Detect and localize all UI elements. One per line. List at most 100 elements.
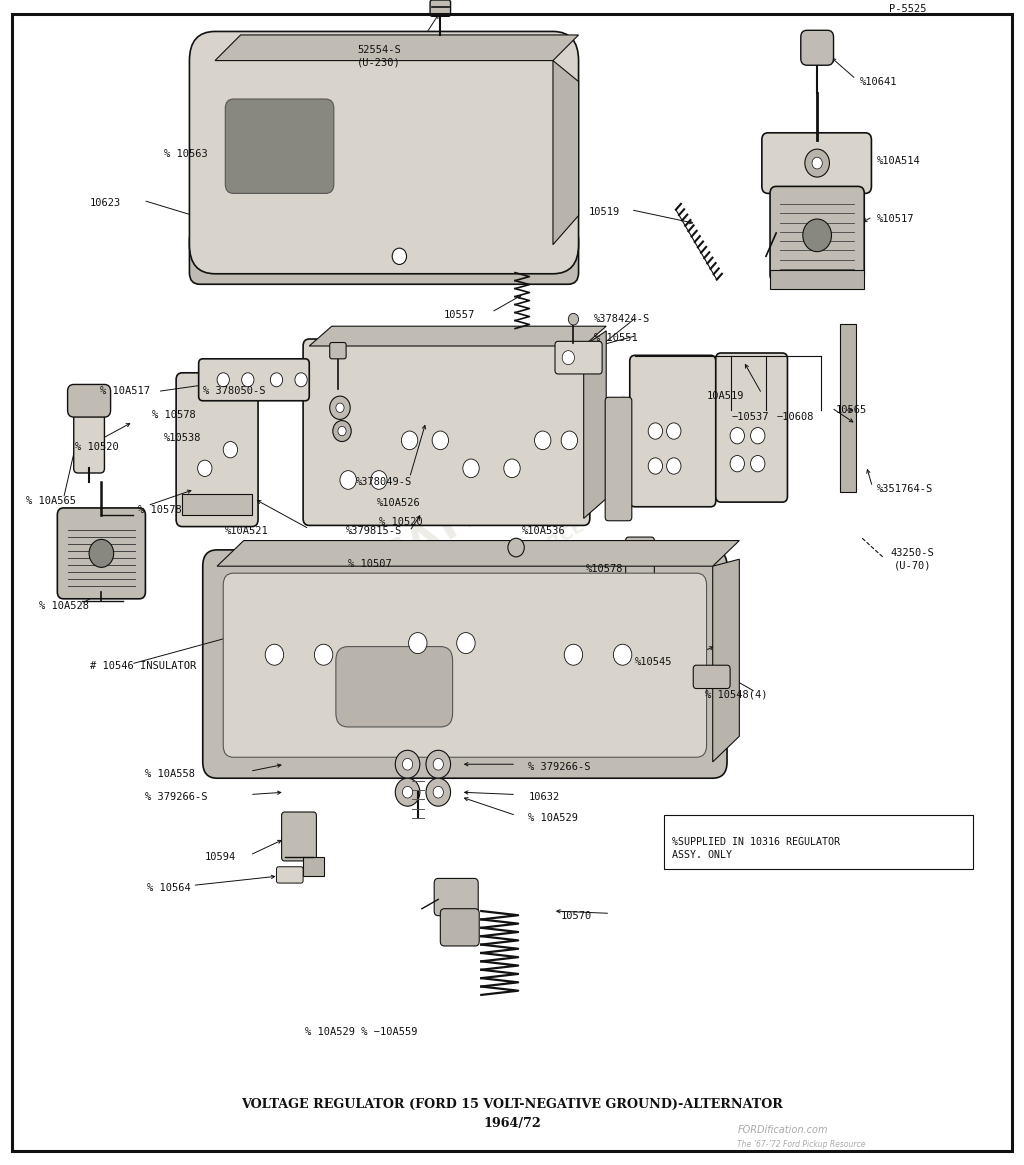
Bar [182, 494, 252, 515]
Circle shape [805, 149, 829, 177]
Circle shape [392, 248, 407, 264]
Text: 43250-S
(U-70): 43250-S (U-70) [891, 548, 935, 571]
Polygon shape [215, 35, 579, 61]
FancyBboxPatch shape [68, 384, 111, 417]
Text: % 10520: % 10520 [379, 517, 423, 527]
Text: % 10551: % 10551 [594, 333, 638, 343]
FancyBboxPatch shape [336, 647, 453, 727]
Bar [303, 857, 324, 876]
Text: P-5525: P-5525 [889, 5, 927, 14]
Text: %10578: %10578 [586, 564, 624, 573]
Text: % 10548(4): % 10548(4) [705, 690, 767, 699]
FancyBboxPatch shape [282, 812, 316, 861]
FancyBboxPatch shape [189, 228, 579, 284]
FancyBboxPatch shape [801, 30, 834, 65]
Text: The ’67-’72 Ford Pickup Resource: The ’67-’72 Ford Pickup Resource [737, 1139, 865, 1149]
FancyBboxPatch shape [626, 537, 654, 591]
Circle shape [667, 458, 681, 474]
Circle shape [223, 442, 238, 458]
FancyBboxPatch shape [770, 186, 864, 282]
FancyBboxPatch shape [74, 403, 104, 473]
Circle shape [648, 458, 663, 474]
Circle shape [432, 431, 449, 450]
Circle shape [265, 644, 284, 665]
Text: %SUPPLIED IN 10316 REGULATOR
ASSY. ONLY: %SUPPLIED IN 10316 REGULATOR ASSY. ONLY [672, 836, 840, 860]
FancyBboxPatch shape [225, 99, 334, 193]
Polygon shape [309, 326, 606, 346]
Text: %351764-S: %351764-S [877, 485, 933, 494]
Circle shape [270, 373, 283, 387]
Circle shape [751, 428, 765, 444]
Text: 52554-S
(U-230): 52554-S (U-230) [357, 44, 400, 68]
Text: 1964/72: 1964/72 [483, 1116, 541, 1130]
Circle shape [338, 426, 346, 436]
Text: %10517: %10517 [877, 214, 914, 224]
Circle shape [433, 786, 443, 798]
Text: 10570: 10570 [561, 911, 593, 920]
Text: FORDification.com: FORDification.com [737, 1125, 827, 1135]
Text: %10A526: %10A526 [377, 499, 421, 508]
FancyBboxPatch shape [434, 878, 478, 916]
FancyBboxPatch shape [555, 341, 602, 374]
Text: % 10507: % 10507 [348, 559, 392, 569]
Text: %10A514: %10A514 [877, 156, 921, 165]
Circle shape [613, 644, 632, 665]
Text: 10557: 10557 [443, 310, 475, 319]
Circle shape [330, 396, 350, 419]
Circle shape [217, 373, 229, 387]
FancyBboxPatch shape [716, 353, 787, 502]
FancyBboxPatch shape [276, 867, 303, 883]
Circle shape [198, 460, 212, 476]
Text: % 10563: % 10563 [164, 149, 208, 158]
Text: % 10A529 % −10A559: % 10A529 % −10A559 [305, 1028, 418, 1037]
Text: % 10578: % 10578 [138, 506, 182, 515]
Circle shape [568, 313, 579, 325]
Circle shape [395, 750, 420, 778]
Circle shape [463, 459, 479, 478]
Circle shape [667, 423, 681, 439]
Text: % 10A517: % 10A517 [100, 387, 151, 396]
Circle shape [730, 456, 744, 472]
Circle shape [561, 431, 578, 450]
Text: %10545: %10545 [635, 657, 673, 666]
Text: %10A536: %10A536 [522, 527, 566, 536]
FancyBboxPatch shape [189, 31, 579, 274]
Circle shape [648, 423, 663, 439]
Text: 10519: 10519 [589, 207, 621, 217]
Text: % 378050-S: % 378050-S [203, 387, 265, 396]
Text: 10565: 10565 [836, 405, 867, 415]
Text: %10641: %10641 [860, 77, 898, 86]
Circle shape [751, 456, 765, 472]
FancyBboxPatch shape [630, 355, 716, 507]
Circle shape [340, 471, 356, 489]
Circle shape [242, 373, 254, 387]
Circle shape [371, 471, 387, 489]
Text: % 379266-S: % 379266-S [528, 762, 591, 771]
Circle shape [457, 633, 475, 654]
FancyBboxPatch shape [693, 665, 730, 689]
Text: 10623: 10623 [90, 198, 122, 207]
FancyBboxPatch shape [440, 909, 479, 946]
FancyBboxPatch shape [176, 373, 258, 527]
Bar [770, 270, 864, 289]
Circle shape [426, 778, 451, 806]
Text: %378424-S: %378424-S [594, 315, 650, 324]
Polygon shape [217, 541, 739, 566]
Circle shape [433, 758, 443, 770]
Text: % 10A565: % 10A565 [26, 496, 76, 506]
Circle shape [395, 778, 420, 806]
FancyBboxPatch shape [303, 339, 590, 525]
Polygon shape [713, 559, 739, 762]
Circle shape [426, 750, 451, 778]
Circle shape [535, 431, 551, 450]
Circle shape [803, 219, 831, 252]
Text: THE 67-72 FORD PICKUP RESOURCE: THE 67-72 FORD PICKUP RESOURCE [272, 516, 588, 723]
Circle shape [504, 459, 520, 478]
FancyBboxPatch shape [203, 550, 727, 778]
FancyBboxPatch shape [199, 359, 309, 401]
Circle shape [333, 421, 351, 442]
Polygon shape [584, 331, 606, 518]
Text: %10538: %10538 [164, 433, 202, 443]
Text: % 10520: % 10520 [75, 443, 119, 452]
Text: % 10578: % 10578 [152, 410, 196, 419]
